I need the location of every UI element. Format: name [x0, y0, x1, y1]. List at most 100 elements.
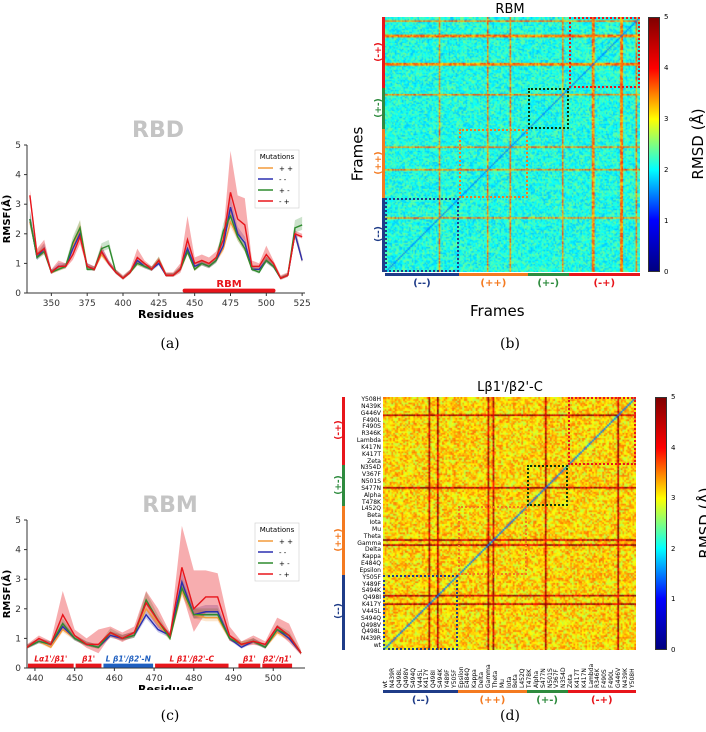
y-group-label: (--): [334, 603, 344, 620]
y-tick-label: G446V: [360, 409, 381, 417]
x-group-bar: [458, 690, 527, 693]
y-axis-label: RMSF(Å): [0, 570, 13, 619]
colorbar-tick-label: 5: [664, 13, 669, 21]
colorbar: [655, 397, 667, 650]
x-tick-label: 440: [26, 674, 43, 684]
y-tick-label: 2: [15, 230, 21, 240]
legend-label: + +: [279, 165, 293, 173]
y-tick-label: Beta: [367, 512, 381, 520]
x-group-bar: [526, 690, 568, 693]
y-tick-label: R346K: [361, 430, 381, 438]
y-tick-label: 0: [15, 664, 21, 674]
confidence-band: [29, 150, 303, 280]
y-group-label: (-+): [374, 41, 384, 62]
y-group-label: (-+): [334, 420, 344, 440]
y-group-bar: [382, 17, 385, 89]
colorbar-tick-label: 1: [671, 595, 676, 604]
group-diagonal-box: [526, 465, 568, 507]
y-tick-label: Mu: [372, 525, 381, 533]
x-tick-label: 500: [265, 674, 282, 684]
x-tick-label: Q498V: [402, 667, 410, 688]
x-group-bar: [568, 273, 640, 276]
caption-d: (d): [500, 708, 520, 724]
y-group-bar: [342, 397, 345, 466]
colorbar-label: RMSD (Å): [696, 486, 706, 559]
group-diagonal-box: [568, 17, 640, 89]
y-tick-label: S477N: [361, 484, 381, 492]
legend-label: + +: [279, 538, 293, 546]
series-line: [26, 567, 302, 654]
x-tick-label: 460: [106, 674, 123, 684]
x-tick-label: K417T: [573, 668, 581, 688]
y-tick-label: V445L: [362, 607, 381, 615]
y-tick-label: 2: [15, 605, 21, 615]
y-tick-label: 4: [15, 171, 21, 181]
colorbar-tick-label: 2: [664, 166, 669, 174]
y-tick-label: E484Q: [361, 560, 381, 568]
panel-b-rmsd-heatmap: (--) (--) (++) (++) (+-) (+-) (-+) (-+) 0 1 2 3 4 5 RM…: [340, 0, 706, 330]
heatmap-matrix: [383, 397, 636, 650]
y-tick-label: 5: [15, 141, 21, 151]
x-group-label: (+-): [537, 278, 560, 289]
colorbar-label: RMSD (Å): [689, 107, 706, 180]
x-tick-label: K417N: [580, 668, 588, 688]
y-group-label: (--): [374, 226, 384, 242]
colorbar-tick-label: 4: [664, 64, 669, 72]
panel-d-title: Lβ1'/β2'-C: [477, 380, 543, 395]
y-tick-label: Y508H: [361, 396, 381, 403]
panel-c-rmsf-chart: 440 450 460 470 480 490 500 0 1 2 3 4 5 Residues RMSF(…: [0, 516, 305, 690]
secondary-structure-label: Lα1'/β1': [34, 654, 67, 663]
y-tick-label: Iota: [369, 519, 381, 527]
y-tick-label: K417N: [361, 443, 381, 451]
y-tick-label: Q498L: [361, 628, 381, 636]
x-tick-label: Zeta: [567, 674, 575, 688]
y-tick-label: V367F: [361, 471, 381, 479]
legend-label: + -: [279, 187, 290, 195]
group-diagonal-box: [567, 397, 636, 466]
panel-a-rmsf-chart: 350 375 400 425 450 475 500 525 0 1 2 3 4 5 Residues RM…: [0, 141, 311, 321]
y-tick-label: 5: [15, 516, 21, 526]
x-tick-label: Y508H: [628, 668, 636, 688]
secondary-structure-label: β2'/η1': [262, 654, 291, 663]
secondary-structure-label: β1': [242, 654, 256, 663]
y-group-bar: [342, 465, 345, 507]
colorbar-tick-label: 4: [671, 443, 676, 452]
y-tick-label: Y489F: [362, 580, 381, 588]
y-tick-label: Y505F: [362, 573, 381, 581]
secondary-structure-label: β1': [81, 654, 95, 663]
legend-label: - +: [279, 571, 290, 579]
x-tick-label: S494Q: [409, 668, 417, 688]
panel-b-title: RBM: [495, 2, 525, 17]
y-group-bar: [342, 506, 345, 575]
colorbar-tick-label: 2: [671, 544, 676, 553]
y-tick-label: Lambda: [356, 437, 381, 445]
y-tick-label: Delta: [364, 546, 381, 554]
y-group-label: (+-): [334, 475, 344, 495]
y-tick-label: 3: [15, 200, 21, 210]
secondary-structure-label: L β1'/β2'-N: [106, 654, 152, 663]
x-group-label: (-+): [590, 695, 613, 706]
y-tick-label: Alpha: [363, 491, 381, 499]
y-tick-label: 0: [15, 289, 21, 299]
y-tick-label: wt: [373, 642, 381, 650]
x-axis-label: Residues: [138, 683, 194, 690]
panel-d-rmsd-heatmap: (--) (--) (++) (++) (+-) (+-) (-+) (-+) 0 1 2 3 4 5 RM…: [334, 380, 706, 706]
x-tick-label: 490: [225, 674, 242, 684]
x-tick-label: Gamma: [484, 664, 492, 688]
x-group-bar: [458, 273, 528, 276]
y-group-label: (++): [374, 150, 384, 175]
colorbar-tick-label: 3: [671, 494, 676, 503]
x-group-bar: [527, 273, 569, 276]
panel-c-title: RBM: [142, 493, 198, 518]
y-tick-label: 1: [15, 259, 21, 269]
x-tick-label: 470: [145, 674, 162, 684]
x-tick-label: 375: [79, 299, 96, 309]
y-tick-label: F490S: [362, 423, 381, 431]
x-tick-label: Y489F: [443, 669, 451, 688]
caption-c: (c): [160, 708, 180, 724]
y-tick-label: N354D: [360, 464, 381, 472]
rbm-region-label: RBM: [216, 279, 241, 290]
y-group-bar: [382, 88, 385, 130]
y-tick-label: Zeta: [367, 457, 381, 465]
